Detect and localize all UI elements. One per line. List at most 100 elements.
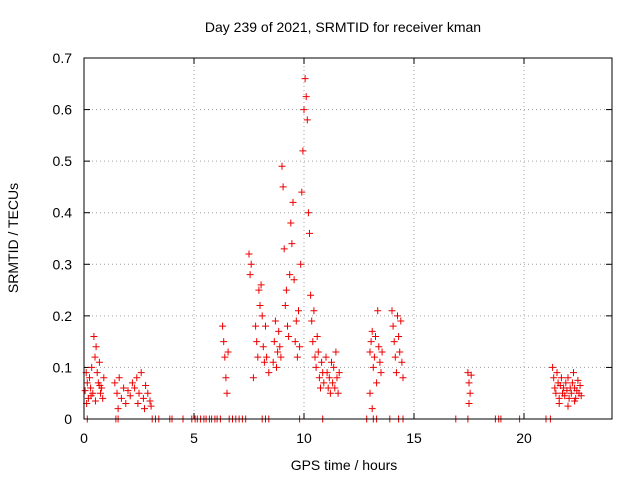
data-point bbox=[92, 343, 100, 351]
data-point bbox=[99, 394, 107, 402]
data-point bbox=[298, 188, 306, 196]
data-point bbox=[297, 260, 305, 268]
data-point bbox=[317, 384, 324, 392]
data-point bbox=[557, 374, 565, 382]
y-tick-label: 0.3 bbox=[53, 256, 73, 272]
data-point bbox=[312, 363, 320, 371]
data-point bbox=[134, 400, 142, 408]
data-points bbox=[81, 75, 585, 423]
data-point bbox=[570, 369, 577, 377]
data-point bbox=[144, 389, 152, 397]
x-tick-label: 0 bbox=[80, 430, 88, 446]
data-point bbox=[553, 369, 561, 377]
data-point bbox=[124, 387, 132, 395]
data-point bbox=[271, 317, 279, 325]
data-point bbox=[265, 369, 273, 377]
data-point bbox=[224, 348, 232, 356]
x-tick-label: 15 bbox=[406, 430, 422, 446]
data-point bbox=[302, 93, 310, 101]
data-point bbox=[388, 307, 396, 315]
data-point bbox=[576, 381, 584, 389]
data-point bbox=[328, 358, 335, 366]
data-point bbox=[122, 400, 130, 408]
data-point bbox=[367, 338, 375, 346]
data-point bbox=[281, 302, 289, 310]
data-point bbox=[290, 276, 298, 284]
data-point bbox=[288, 240, 296, 248]
data-point bbox=[369, 363, 377, 371]
data-point bbox=[280, 245, 288, 253]
data-point bbox=[389, 322, 397, 330]
y-tick-label: 0.2 bbox=[53, 308, 73, 324]
data-point bbox=[329, 379, 337, 387]
data-point bbox=[219, 322, 227, 330]
data-point bbox=[310, 307, 318, 315]
data-point bbox=[91, 353, 99, 361]
data-point bbox=[120, 384, 128, 392]
data-point bbox=[88, 363, 96, 371]
data-point bbox=[466, 389, 474, 397]
data-point bbox=[552, 389, 560, 397]
data-point bbox=[275, 327, 283, 335]
data-point bbox=[577, 392, 585, 400]
data-point bbox=[564, 374, 572, 382]
data-point bbox=[223, 389, 231, 397]
data-point bbox=[391, 353, 399, 361]
data-point bbox=[306, 229, 313, 237]
data-point bbox=[373, 379, 381, 387]
data-point bbox=[220, 338, 228, 346]
data-point bbox=[146, 397, 154, 405]
data-point bbox=[252, 322, 260, 330]
data-point bbox=[253, 338, 261, 346]
data-point bbox=[273, 363, 280, 371]
data-point bbox=[314, 348, 322, 356]
data-point bbox=[555, 400, 563, 408]
data-point bbox=[392, 369, 400, 377]
x-tick-label: 20 bbox=[516, 430, 532, 446]
y-tick-label: 0 bbox=[64, 411, 72, 427]
data-point bbox=[299, 147, 307, 155]
data-point bbox=[86, 374, 93, 382]
data-point bbox=[320, 379, 328, 387]
data-point bbox=[254, 353, 262, 361]
data-point bbox=[550, 374, 558, 382]
data-point bbox=[366, 348, 374, 356]
data-point bbox=[331, 384, 339, 392]
data-point bbox=[376, 358, 384, 366]
data-point bbox=[95, 358, 103, 366]
data-point bbox=[126, 392, 134, 400]
data-point bbox=[93, 369, 101, 377]
data-point bbox=[221, 353, 229, 361]
data-point bbox=[562, 379, 570, 387]
data-point bbox=[277, 353, 285, 361]
data-point bbox=[292, 317, 300, 325]
data-point bbox=[366, 389, 374, 397]
data-point bbox=[81, 387, 89, 395]
data-point bbox=[308, 317, 316, 325]
data-point bbox=[568, 379, 576, 387]
data-point bbox=[141, 405, 148, 413]
data-point bbox=[564, 402, 572, 410]
data-point bbox=[374, 307, 382, 315]
data-point bbox=[301, 75, 309, 83]
data-point bbox=[377, 369, 385, 377]
data-point bbox=[114, 405, 122, 413]
data-point bbox=[551, 384, 559, 392]
data-point bbox=[467, 371, 475, 379]
data-point bbox=[565, 394, 573, 402]
data-point bbox=[133, 374, 141, 382]
data-point bbox=[284, 322, 291, 330]
data-point bbox=[375, 343, 383, 351]
data-point bbox=[398, 358, 406, 366]
data-point bbox=[293, 353, 301, 361]
data-point bbox=[259, 343, 267, 351]
y-tick-label: 0.5 bbox=[53, 153, 73, 169]
data-point bbox=[135, 389, 143, 397]
data-point bbox=[315, 374, 323, 382]
data-point bbox=[326, 389, 334, 397]
data-point bbox=[368, 405, 376, 413]
data-point bbox=[262, 322, 269, 330]
data-point bbox=[139, 394, 147, 402]
y-tick-label: 0.6 bbox=[53, 102, 73, 118]
